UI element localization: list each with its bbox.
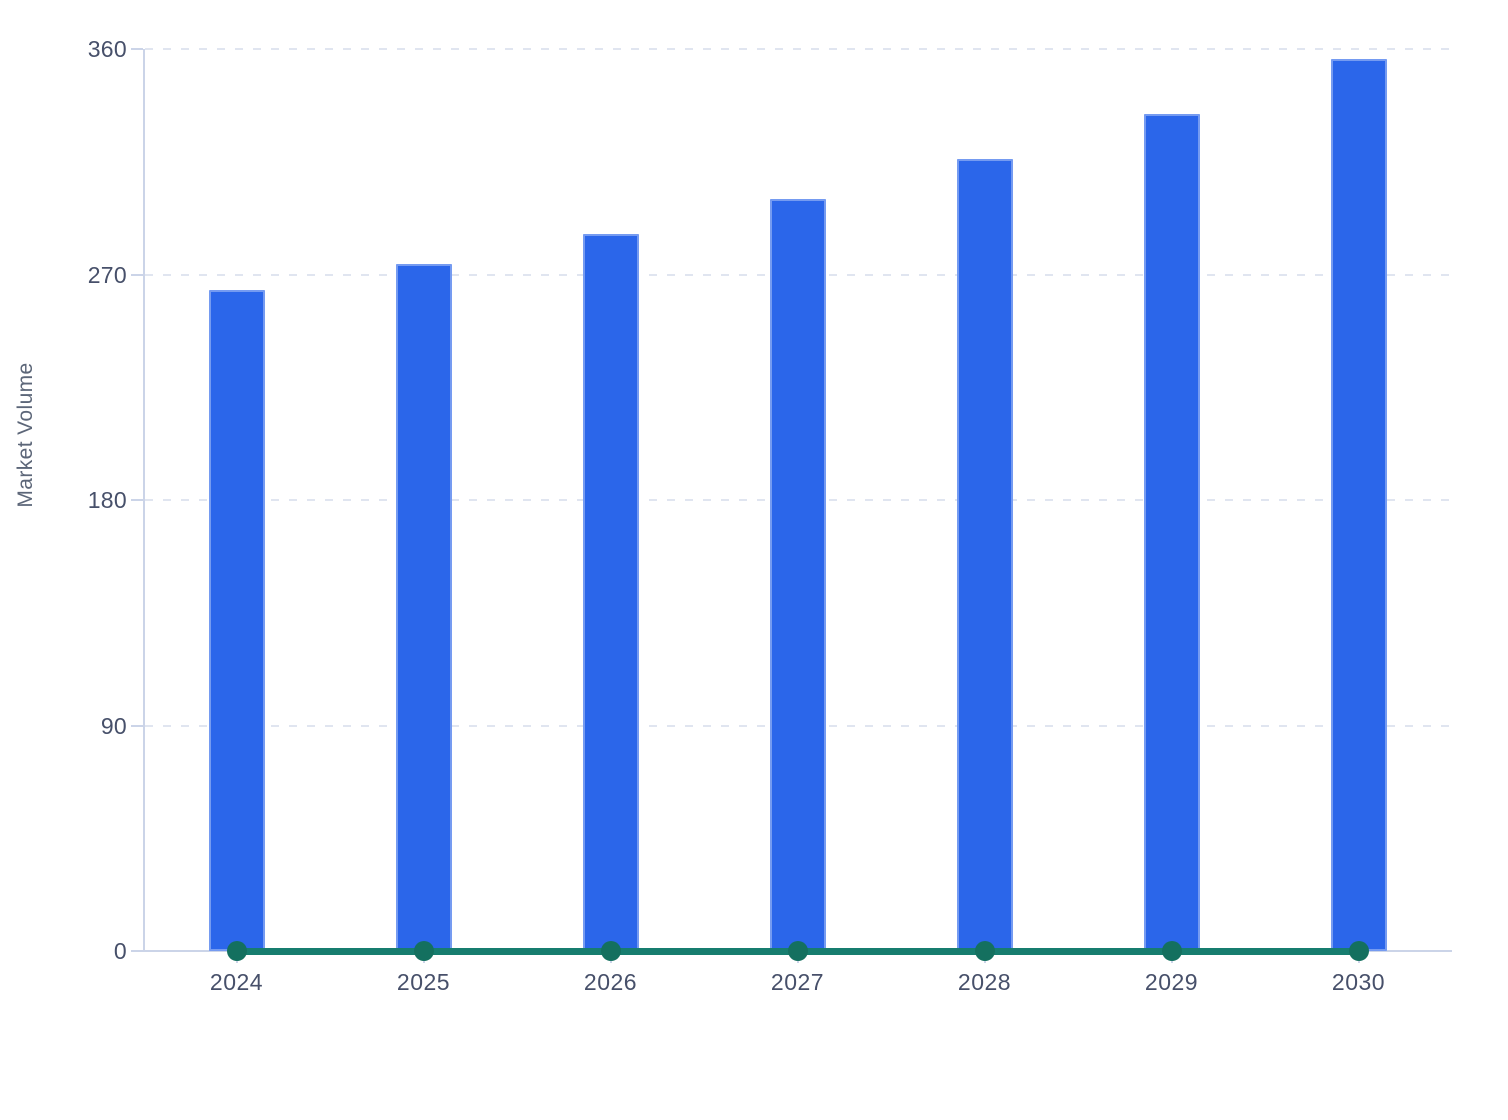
gridline-360: [145, 48, 1452, 50]
trend-line-segment: [984, 947, 1172, 955]
y-tick-label: 90: [100, 712, 127, 739]
y-axis-tick: [131, 273, 143, 276]
trend-line-segment: [1171, 947, 1359, 955]
trend-line-segment: [610, 947, 798, 955]
bar-2030[interactable]: [1330, 59, 1387, 951]
bar-2024[interactable]: [208, 289, 265, 951]
line-point-2025[interactable]: [413, 941, 434, 961]
trend-line-segment: [236, 947, 424, 955]
line-point-2029[interactable]: [1161, 941, 1182, 961]
y-axis-tick: [131, 950, 143, 952]
bar-2027[interactable]: [769, 199, 826, 951]
x-tick-label-2027: 2027: [770, 969, 825, 995]
y-axis-tick: [131, 724, 143, 727]
y-tick-label: 180: [87, 487, 127, 513]
y-tick-label: 270: [87, 261, 127, 288]
y-tick-label: 0: [113, 938, 127, 964]
x-tick-label-2029: 2029: [1144, 969, 1199, 995]
trend-line-segment: [797, 947, 985, 955]
y-axis-tick: [131, 48, 143, 50]
y-tick-label: 360: [87, 36, 127, 62]
x-tick-label-2024: 2024: [209, 969, 264, 995]
y-axis-tick: [131, 499, 143, 501]
line-point-2028[interactable]: [974, 941, 995, 961]
bar-2029[interactable]: [1143, 114, 1200, 951]
line-point-2027[interactable]: [787, 941, 808, 961]
x-tick-label-2026: 2026: [583, 969, 638, 995]
x-tick-label-2028: 2028: [957, 969, 1012, 995]
line-point-2024[interactable]: [226, 941, 247, 961]
x-tick-label-2030: 2030: [1331, 969, 1386, 995]
y-axis-line: [143, 49, 145, 951]
line-point-2030[interactable]: [1348, 941, 1369, 961]
bar-2028[interactable]: [956, 159, 1013, 951]
trend-line-segment: [423, 947, 611, 955]
x-tick-label-2025: 2025: [396, 969, 451, 995]
bar-2026[interactable]: [582, 234, 639, 951]
bar-2025[interactable]: [395, 264, 452, 951]
line-point-2026[interactable]: [600, 941, 621, 961]
